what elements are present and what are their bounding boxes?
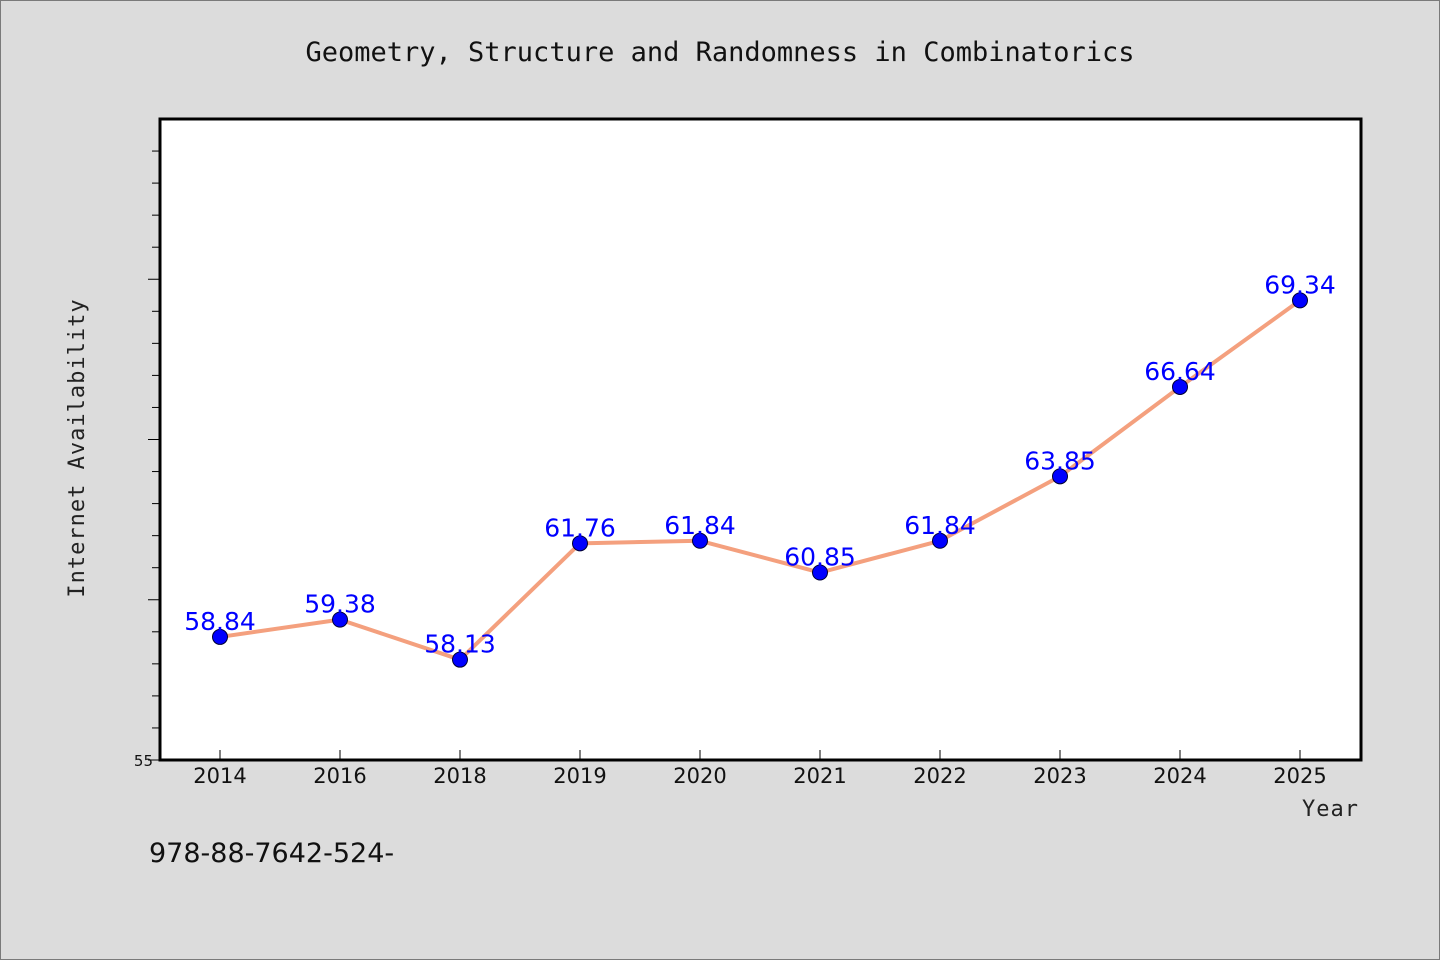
chart-title: Geometry, Structure and Randomness in Co…	[305, 37, 1134, 68]
x-tick-label: 2019	[553, 764, 606, 788]
data-label: 58.84	[184, 607, 256, 636]
data-point	[1172, 378, 1188, 395]
data-label: 58.13	[424, 630, 496, 659]
series-line	[218, 298, 1302, 662]
data-labels: 58.84 59.38 58.13 61.76 61.84 60.85 61.84 63.85…	[184, 270, 1336, 658]
data-point	[212, 628, 228, 645]
data-label: 63.85	[1024, 446, 1096, 475]
y-tick-label: 55	[134, 752, 153, 770]
data-point	[1292, 292, 1308, 309]
y-axis-label: Internet Availability	[65, 298, 90, 597]
data-label: 61.76	[544, 513, 616, 542]
data-label: 61.84	[904, 511, 976, 540]
data-label: 66.64	[1144, 357, 1216, 386]
data-label: 60.85	[784, 543, 856, 572]
data-point	[332, 611, 348, 628]
x-tick-label: 2018	[433, 764, 486, 788]
x-tick-label: 2022	[913, 764, 966, 788]
data-point	[812, 564, 828, 581]
data-label: 61.84	[664, 511, 736, 540]
x-axis-ticks: 2014 2016 2018 2019 2020 2021 2022 2023 2024 2025	[193, 750, 1327, 788]
x-tick-label: 2020	[673, 764, 726, 788]
x-axis-label: Year	[1302, 797, 1359, 822]
plot-area	[158, 117, 1363, 762]
data-point	[1052, 468, 1068, 485]
data-point	[692, 532, 708, 549]
data-markers	[212, 292, 1308, 668]
y-axis-ticks: 55	[134, 150, 160, 770]
data-label: 69.34	[1264, 270, 1336, 299]
data-point	[932, 532, 948, 549]
data-point	[452, 651, 468, 668]
x-tick-label: 2014	[193, 764, 246, 788]
x-tick-label: 2016	[313, 764, 366, 788]
x-tick-label: 2023	[1033, 764, 1086, 788]
x-tick-label: 2021	[793, 764, 846, 788]
x-tick-label: 2025	[1273, 764, 1326, 788]
footnote-text: 978-88-7642-524-	[149, 838, 394, 869]
x-tick-label: 2024	[1153, 764, 1206, 788]
data-label: 59.38	[304, 590, 376, 619]
data-point	[572, 535, 588, 552]
